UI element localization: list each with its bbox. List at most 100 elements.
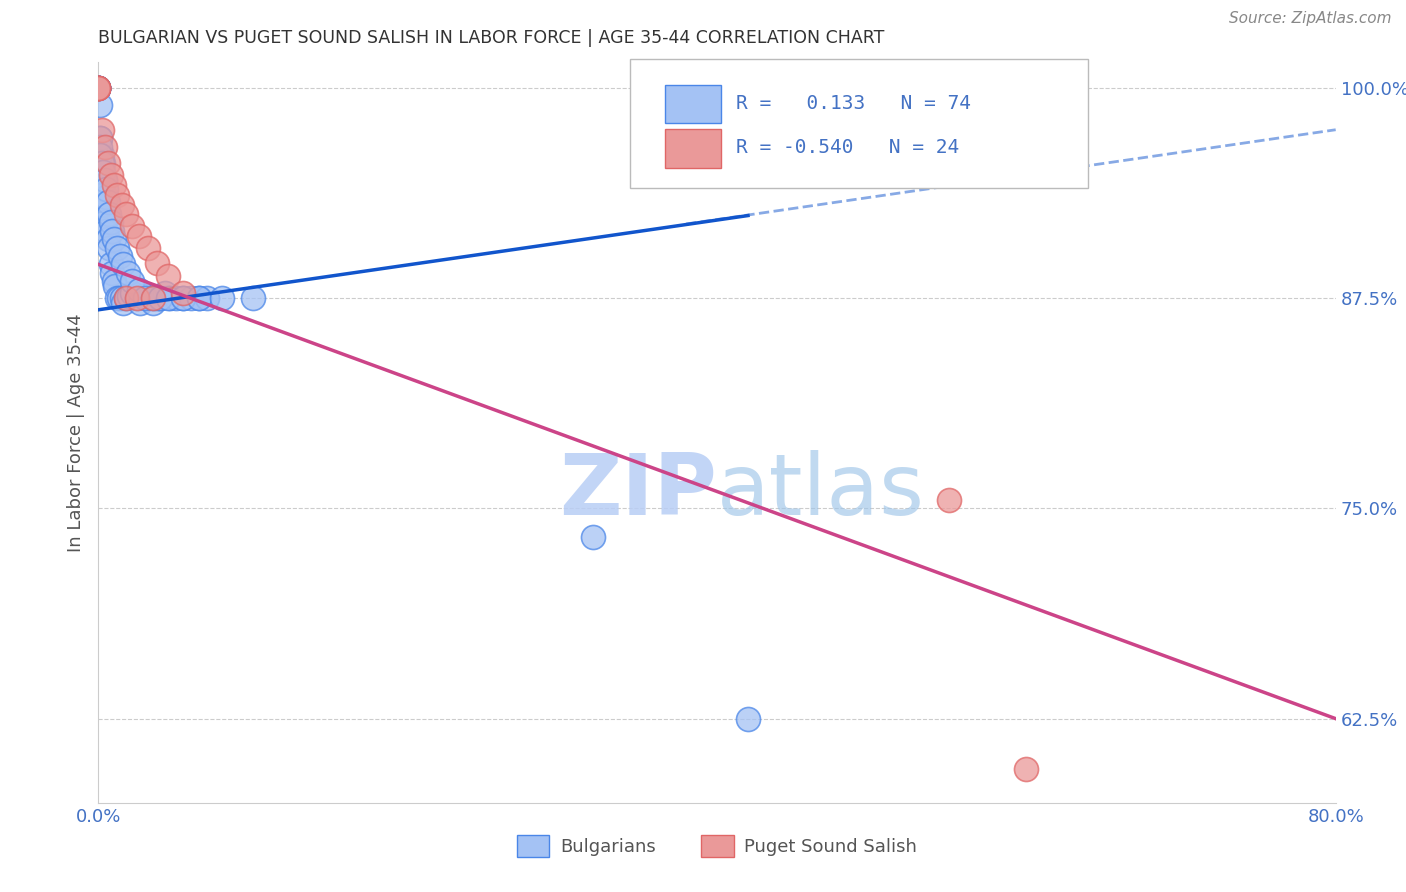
Point [128, 283, 150, 297]
Point [87, 80, 110, 95]
Point [87, 80, 110, 95]
Point [103, 178, 125, 193]
Point [153, 285, 176, 300]
Point [141, 296, 165, 310]
Point [89, 139, 111, 153]
Point [90, 148, 112, 162]
Point [121, 274, 143, 288]
Point [96, 190, 118, 204]
FancyBboxPatch shape [665, 85, 721, 123]
Point [91, 198, 114, 212]
Point [103, 274, 125, 288]
Point [136, 240, 159, 255]
Point [87, 80, 110, 95]
Point [111, 291, 132, 305]
Point [87, 80, 110, 95]
Point [157, 291, 180, 305]
Point [107, 291, 129, 305]
Point [134, 289, 156, 303]
Point [97, 232, 120, 246]
Point [172, 285, 194, 300]
Point [127, 291, 149, 305]
Point [146, 255, 169, 269]
Point [97, 195, 120, 210]
Point [87, 80, 110, 95]
Point [121, 285, 143, 300]
Point [103, 232, 125, 246]
Point [195, 291, 218, 305]
Point [141, 291, 165, 305]
FancyBboxPatch shape [665, 129, 721, 168]
Point [104, 279, 127, 293]
Point [90, 156, 112, 170]
Point [87, 80, 110, 95]
Text: Source: ZipAtlas.com: Source: ZipAtlas.com [1229, 11, 1392, 26]
Point [98, 240, 121, 255]
Point [98, 207, 121, 221]
Point [105, 291, 128, 305]
Point [115, 291, 138, 305]
Point [172, 291, 194, 305]
Point [188, 291, 211, 305]
Point [149, 291, 172, 305]
Point [188, 291, 211, 305]
Point [93, 139, 115, 153]
Point [117, 266, 139, 280]
Point [97, 156, 120, 170]
Point [242, 291, 264, 305]
Point [141, 291, 165, 305]
Point [91, 165, 114, 179]
Point [96, 224, 118, 238]
Point [582, 530, 605, 544]
Point [128, 228, 150, 243]
Point [100, 215, 122, 229]
Point [89, 131, 111, 145]
Point [87, 80, 110, 95]
Text: R =   0.133   N = 74: R = 0.133 N = 74 [735, 94, 970, 112]
Point [93, 173, 115, 187]
Point [87, 80, 110, 95]
Text: atlas: atlas [717, 450, 925, 533]
Point [93, 215, 115, 229]
Point [134, 291, 156, 305]
Legend: Bulgarians, Puget Sound Salish: Bulgarians, Puget Sound Salish [509, 828, 925, 864]
Point [1015, 762, 1038, 776]
Point [146, 291, 169, 305]
Point [93, 173, 115, 187]
Text: R = -0.540   N = 24: R = -0.540 N = 24 [735, 138, 959, 157]
Point [87, 80, 110, 95]
Point [91, 156, 114, 170]
Point [159, 291, 181, 305]
Point [89, 131, 111, 145]
FancyBboxPatch shape [630, 59, 1088, 188]
Point [115, 207, 138, 221]
Point [100, 257, 122, 271]
Point [180, 291, 202, 305]
Point [129, 296, 152, 310]
Point [211, 291, 233, 305]
Text: ZIP: ZIP [560, 450, 717, 533]
Point [90, 181, 112, 195]
Point [115, 291, 138, 305]
Point [90, 122, 112, 136]
Point [172, 291, 194, 305]
Point [101, 266, 124, 280]
Point [112, 257, 135, 271]
Y-axis label: In Labor Force | Age 35-44: In Labor Force | Age 35-44 [66, 313, 84, 552]
Point [87, 80, 110, 95]
Point [737, 712, 759, 726]
Point [121, 219, 143, 233]
Point [100, 168, 122, 182]
Point [938, 492, 960, 507]
Point [101, 224, 124, 238]
Point [89, 148, 111, 162]
Point [112, 296, 135, 310]
Point [149, 291, 172, 305]
Point [105, 240, 128, 255]
Text: BULGARIAN VS PUGET SOUND SALISH IN LABOR FORCE | AGE 35-44 CORRELATION CHART: BULGARIAN VS PUGET SOUND SALISH IN LABOR… [98, 29, 884, 47]
Point [105, 188, 128, 202]
Point [127, 291, 149, 305]
Point [87, 80, 110, 95]
Point [87, 80, 110, 95]
Point [96, 181, 118, 195]
